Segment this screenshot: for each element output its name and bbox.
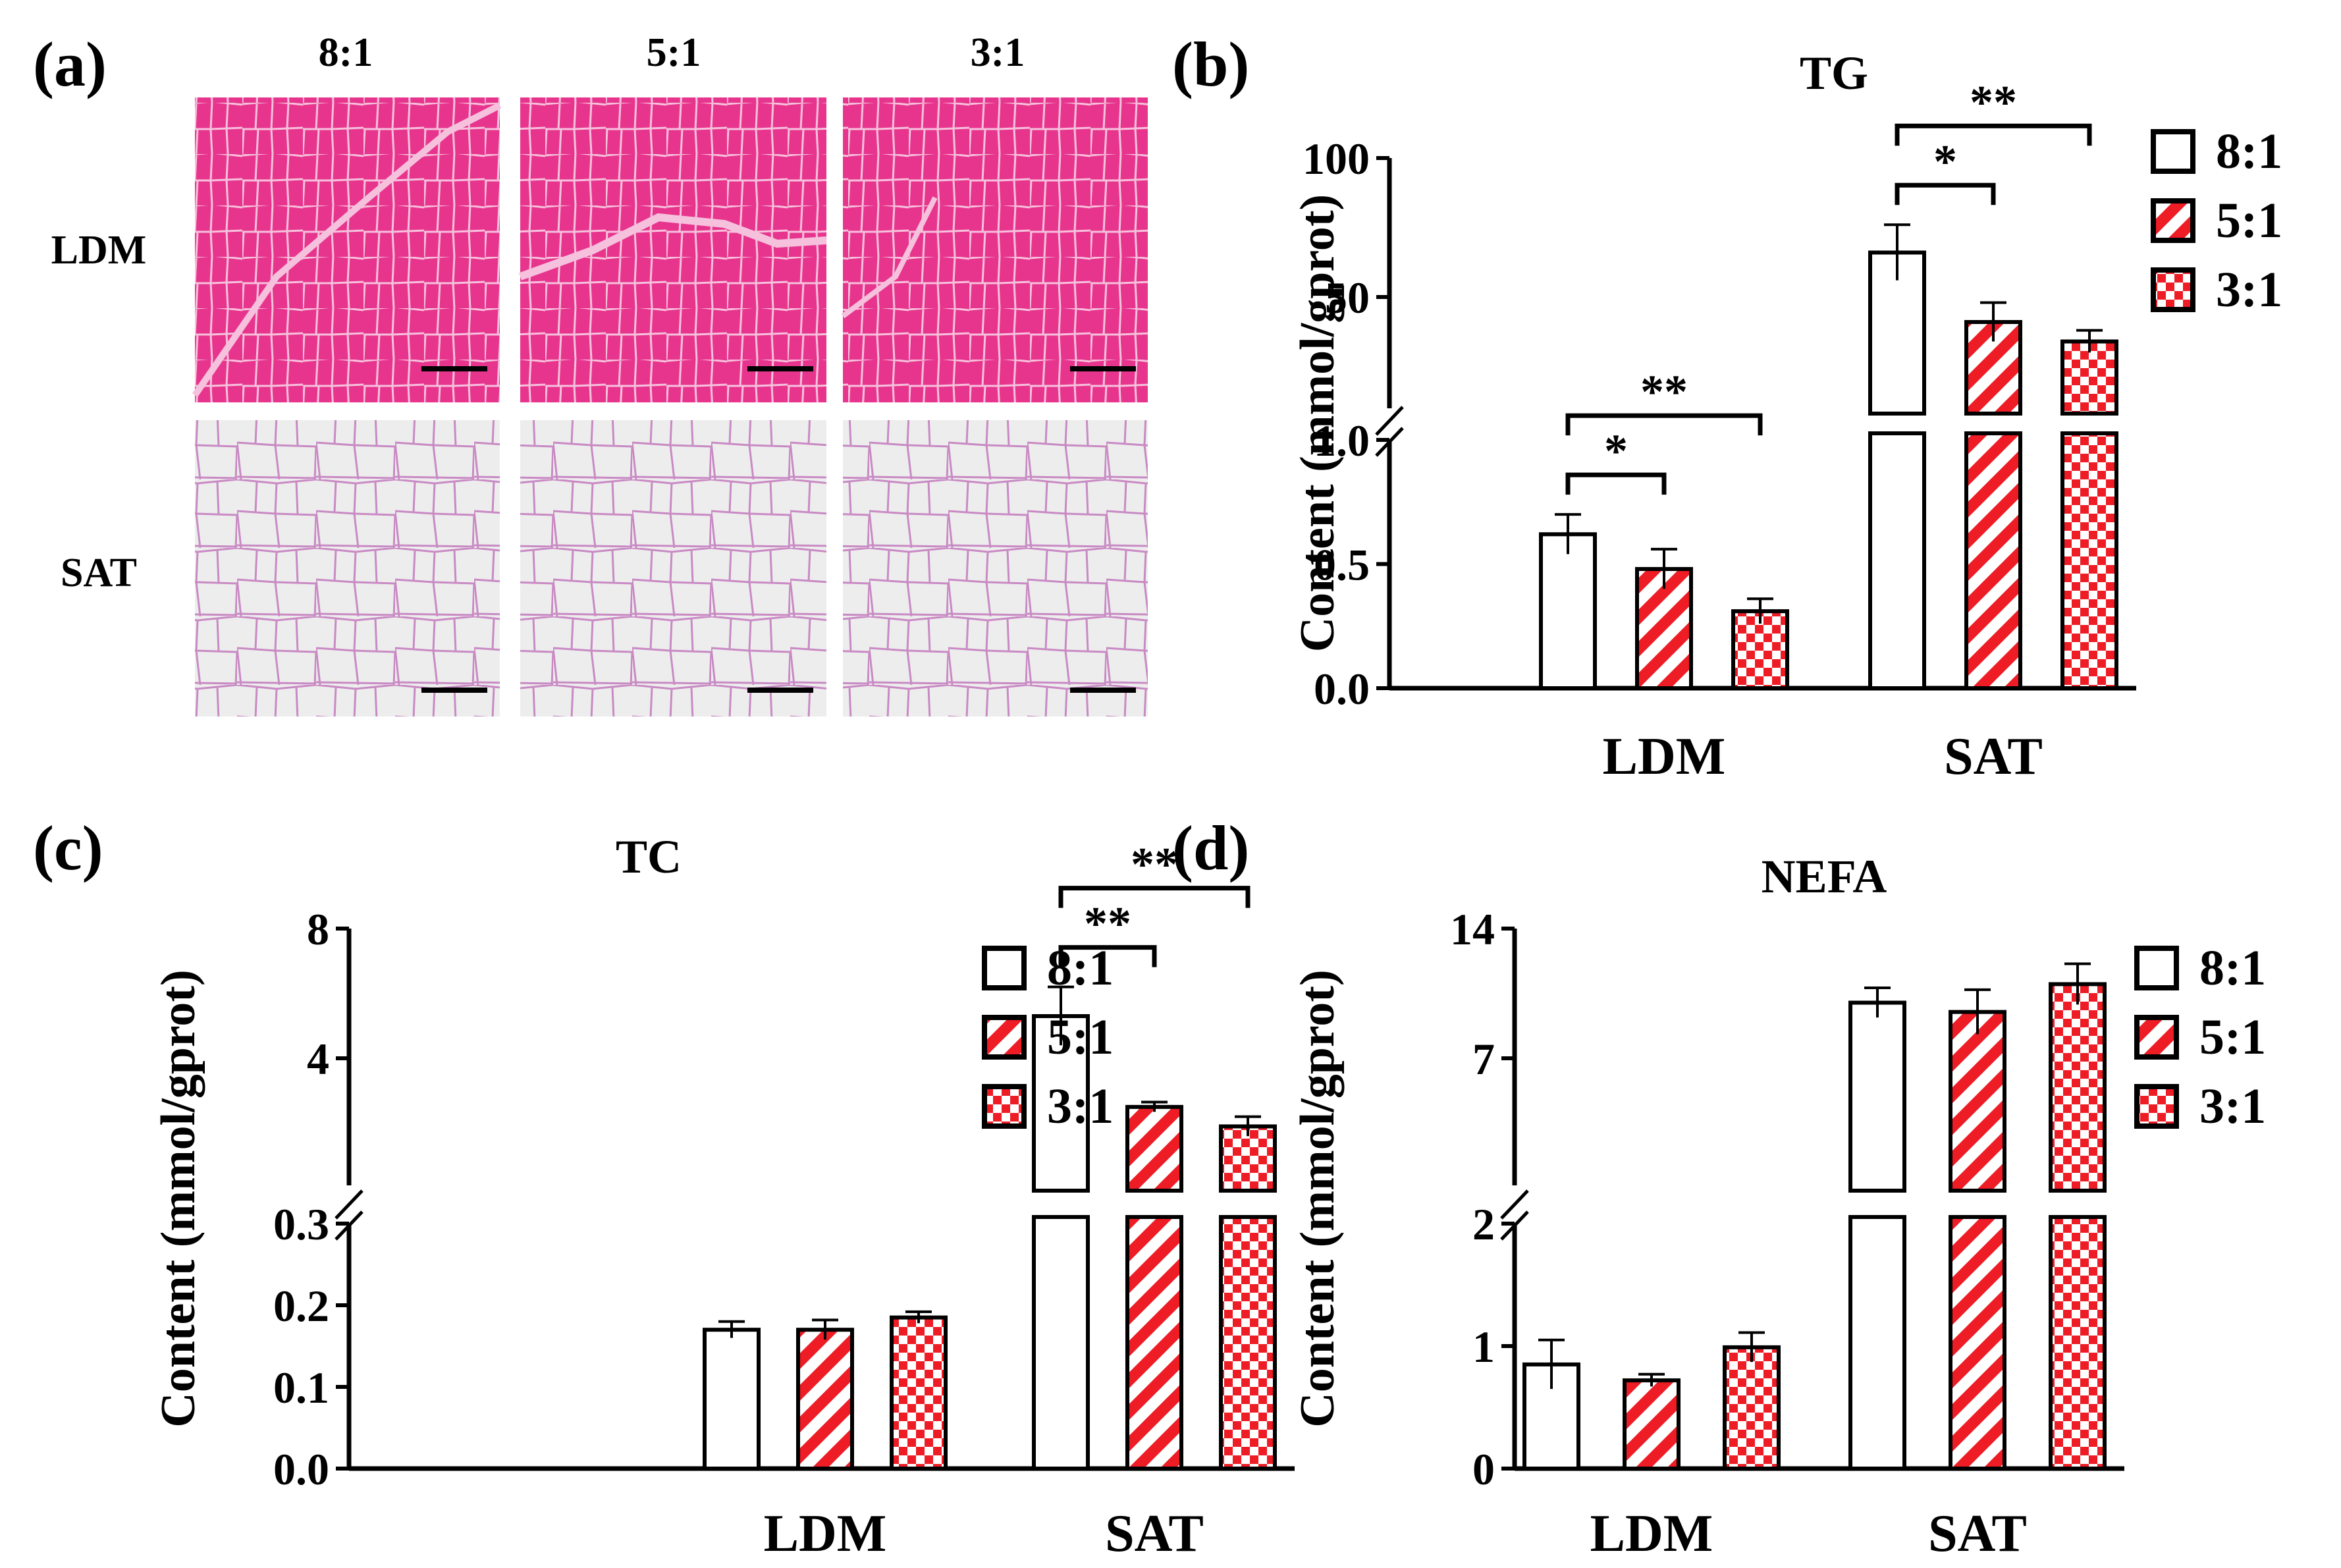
chart-1-axis-break-mark — [335, 1189, 363, 1220]
chart-2-tick-label-low: 1 — [1472, 1322, 1495, 1372]
chart-2-tick-label-high: 14 — [1450, 904, 1495, 954]
chart-2-panel-label: (d) — [1172, 813, 1249, 883]
chart-1-significance-bracket — [1058, 945, 1157, 967]
chart-0-significance-label: ** — [1970, 76, 2017, 128]
chart-1-significance-label: ** — [1084, 898, 1131, 950]
chart-0-tick-label-high: 100 — [1303, 134, 1370, 184]
chart-0-legend-swatch-8-1 — [2151, 129, 2195, 174]
panel-a-row-sat: SAT — [61, 551, 137, 595]
chart-2-bar-lower-sat-8-1 — [1848, 1215, 1906, 1471]
chart-1-bar-lower-sat-3-1 — [1219, 1215, 1277, 1471]
chart-0-category-label-ldm: LDM — [1603, 728, 1726, 786]
chart-1-legend-label-5-1: 5:1 — [1047, 1010, 1114, 1065]
chart-0-significance-label: * — [1933, 135, 1957, 188]
chart-0-significance-bracket — [1565, 472, 1667, 495]
chart-0-legend-label-5-1: 5:1 — [2216, 193, 2282, 248]
chart-2-legend-label-5-1: 5:1 — [2199, 1010, 2266, 1065]
chart-2-tick-label-high: 7 — [1472, 1034, 1495, 1084]
chart-2-legend-label-3-1: 3:1 — [2199, 1079, 2266, 1134]
chart-0-legend-label-8-1: 8:1 — [2216, 124, 2282, 179]
ldm-3-1-histology-image — [841, 97, 1148, 402]
panel-a-col-8-1: 8:1 — [319, 30, 373, 75]
chart-2-y-axis-label: Content (mmol/gprot) — [1291, 969, 1345, 1427]
chart-0-tick-label-low: 0.5 — [1314, 540, 1370, 590]
chart-1-y-axis-label: Content (mmol/gprot) — [151, 969, 205, 1427]
sat-8-1-histology-image — [195, 420, 500, 716]
chart-1-tick-label-high: 4 — [307, 1034, 329, 1084]
chart-2-category-label-sat: SAT — [1928, 1505, 2027, 1563]
chart-2-tick-label-low: 2 — [1472, 1199, 1495, 1249]
chart-1-significance-label: ** — [1131, 838, 1178, 891]
chart-1-bar-ldm-3-1 — [890, 1315, 948, 1471]
chart-1-panel-label: (c) — [33, 813, 103, 883]
panel-a-label: (a) — [33, 29, 107, 99]
chart-1-tick-label-low: 0.3 — [273, 1199, 329, 1249]
chart-1-bar-lower-sat-8-1 — [1032, 1215, 1090, 1471]
chart-1-tick-label-low: 0.1 — [273, 1363, 329, 1413]
chart-1-bar-upper-sat-5-1 — [1125, 1104, 1183, 1193]
chart-2-legend-swatch-5-1 — [2134, 1015, 2179, 1060]
chart-1-tick-label-high: 8 — [307, 904, 329, 954]
chart-1-legend-label-3-1: 3:1 — [1047, 1079, 1114, 1134]
chart-1-legend-swatch-3-1 — [982, 1084, 1027, 1129]
chart-0-legend-swatch-3-1 — [2151, 267, 2195, 312]
chart-2-bar-ldm-5-1 — [1623, 1378, 1681, 1471]
chart-2-bar-upper-sat-5-1 — [1949, 1010, 2006, 1193]
chart-0-significance-bracket — [1565, 413, 1763, 436]
chart-0-legend-swatch-5-1 — [2151, 198, 2195, 243]
panel-a-col-3-1: 3:1 — [971, 30, 1025, 75]
chart-2-bar-upper-sat-8-1 — [1848, 1000, 1906, 1193]
chart-0-significance-bracket — [1895, 182, 1996, 205]
chart-0-legend-label-3-1: 3:1 — [2216, 262, 2282, 317]
chart-1-legend-swatch-8-1 — [982, 946, 1027, 990]
chart-1-legend-label-8-1: 8:1 — [1047, 940, 1114, 996]
chart-0-tick-label-low: 1.0 — [1314, 416, 1370, 466]
chart-0-bar-lower-sat-3-1 — [2060, 431, 2118, 690]
chart-2-bar-upper-sat-3-1 — [2049, 982, 2107, 1193]
chart-1-category-label-ldm: LDM — [764, 1505, 887, 1563]
chart-1-category-label-sat: SAT — [1105, 1505, 1204, 1563]
chart-1-legend-swatch-5-1 — [982, 1015, 1027, 1060]
bar-charts: (b) TG Content (mmol/gprot) 0.0 0.5 1.0 50 100 L… — [33, 29, 2282, 1563]
chart-1-significance-bracket — [1058, 886, 1251, 908]
chart-0-y-axis-label: Content (mmol/gprot) — [1291, 194, 1345, 652]
chart-2-bar-lower-sat-3-1 — [2049, 1215, 2107, 1471]
panel-a-col-5-1: 5:1 — [647, 30, 701, 75]
chart-1-tick-label-low: 0.2 — [273, 1281, 329, 1331]
chart-2-tick-label-low: 0 — [1472, 1444, 1495, 1494]
chart-2-title: NEFA — [1762, 850, 1887, 903]
chart-0-title: TG — [1800, 47, 1868, 99]
chart-0-tick-label-low: 0.0 — [1314, 664, 1370, 714]
sat-3-1-histology-image — [843, 420, 1148, 716]
chart-0-panel-label: (b) — [1172, 29, 1249, 99]
chart-0-bar-lower-sat-8-1 — [1868, 431, 1926, 690]
chart-2-legend-swatch-8-1 — [2134, 946, 2179, 990]
chart-2-legend-swatch-3-1 — [2134, 1084, 2179, 1129]
panel-a-row-ldm: LDM — [51, 228, 147, 273]
sat-5-1-histology-image — [520, 420, 826, 716]
chart-2-axis-break-mark — [1500, 1189, 1529, 1220]
chart-2-bar-lower-sat-5-1 — [1949, 1215, 2006, 1471]
chart-2-category-label-ldm: LDM — [1590, 1505, 1713, 1563]
chart-0-category-label-sat: SAT — [1944, 728, 2043, 786]
chart-0-bar-lower-sat-5-1 — [1964, 431, 2022, 690]
chart-0-significance-label: ** — [1640, 365, 1688, 418]
chart-1-bar-ldm-8-1 — [703, 1328, 761, 1471]
chart-1-title: TC — [616, 830, 682, 883]
chart-1-bar-ldm-5-1 — [796, 1328, 854, 1471]
ldm-5-1-histology-image — [518, 97, 827, 402]
chart-0-tick-label-high: 50 — [1325, 273, 1370, 323]
chart-2-legend-label-8-1: 8:1 — [2199, 940, 2266, 996]
chart-0-significance-bracket — [1895, 123, 2092, 146]
chart-1-bar-lower-sat-5-1 — [1125, 1215, 1183, 1471]
chart-0-bar-ldm-8-1 — [1539, 532, 1597, 691]
chart-0-significance-label: * — [1604, 425, 1628, 477]
chart-0-bar-upper-sat-3-1 — [2060, 339, 2118, 416]
ldm-8-1-histology-image — [192, 97, 502, 402]
chart-0-axis-break-mark — [1375, 406, 1404, 436]
chart-1-tick-label-low: 0.0 — [273, 1444, 329, 1494]
chart-2-bar-ldm-3-1 — [1723, 1345, 1781, 1471]
